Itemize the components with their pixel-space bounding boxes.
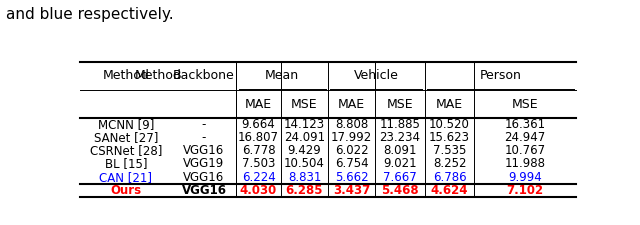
Text: MCNN [9]: MCNN [9] xyxy=(98,118,154,131)
Text: 7.102: 7.102 xyxy=(507,184,544,197)
Text: Method: Method xyxy=(102,70,149,82)
Text: -: - xyxy=(202,131,206,144)
Text: and blue respectively.: and blue respectively. xyxy=(6,7,174,22)
Text: VGG19: VGG19 xyxy=(184,158,225,171)
Text: 14.123: 14.123 xyxy=(284,118,325,131)
Text: 8.808: 8.808 xyxy=(335,118,368,131)
Text: BL [15]: BL [15] xyxy=(104,158,147,171)
Text: MSE: MSE xyxy=(512,98,538,111)
Text: 11.885: 11.885 xyxy=(380,118,420,131)
Text: SANet [27]: SANet [27] xyxy=(93,131,158,144)
Text: VGG16: VGG16 xyxy=(182,184,227,197)
Text: 4.030: 4.030 xyxy=(240,184,277,197)
Text: 10.504: 10.504 xyxy=(284,158,325,171)
Text: 23.234: 23.234 xyxy=(380,131,420,144)
Text: MSE: MSE xyxy=(387,98,413,111)
Text: Backbone: Backbone xyxy=(173,70,235,82)
Text: 15.623: 15.623 xyxy=(429,131,470,144)
Text: 16.361: 16.361 xyxy=(504,118,546,131)
Text: 6.754: 6.754 xyxy=(335,158,369,171)
Text: 4.624: 4.624 xyxy=(431,184,468,197)
Text: 6.778: 6.778 xyxy=(242,144,275,157)
Text: 8.252: 8.252 xyxy=(433,158,467,171)
Text: 8.831: 8.831 xyxy=(288,171,321,184)
Text: 6.786: 6.786 xyxy=(433,171,467,184)
Text: 6.285: 6.285 xyxy=(285,184,323,197)
Text: Ours: Ours xyxy=(110,184,141,197)
Text: CSRNet [28]: CSRNet [28] xyxy=(90,144,162,157)
Text: 6.022: 6.022 xyxy=(335,144,369,157)
Text: 5.662: 5.662 xyxy=(335,171,369,184)
Text: 24.947: 24.947 xyxy=(504,131,546,144)
Text: VGG16: VGG16 xyxy=(184,144,225,157)
Text: 7.503: 7.503 xyxy=(242,158,275,171)
Text: -: - xyxy=(202,118,206,131)
Text: Vehicle: Vehicle xyxy=(354,70,399,82)
Text: 9.664: 9.664 xyxy=(242,118,275,131)
Text: MAE: MAE xyxy=(245,98,272,111)
Text: Mean: Mean xyxy=(265,70,299,82)
Text: 7.535: 7.535 xyxy=(433,144,466,157)
Text: 10.520: 10.520 xyxy=(429,118,470,131)
Text: 9.429: 9.429 xyxy=(287,144,321,157)
Text: Person: Person xyxy=(479,70,522,82)
Text: CAN [21]: CAN [21] xyxy=(99,171,152,184)
Text: VGG16: VGG16 xyxy=(184,171,225,184)
Text: 9.994: 9.994 xyxy=(508,171,542,184)
Text: 7.667: 7.667 xyxy=(383,171,417,184)
Text: 9.021: 9.021 xyxy=(383,158,417,171)
Text: MSE: MSE xyxy=(291,98,317,111)
Text: MAE: MAE xyxy=(436,98,463,111)
Text: 10.767: 10.767 xyxy=(504,144,546,157)
Text: MAE: MAE xyxy=(338,98,365,111)
Text: 11.988: 11.988 xyxy=(505,158,546,171)
Text: Method: Method xyxy=(134,70,182,82)
Text: 5.468: 5.468 xyxy=(381,184,419,197)
Text: 24.091: 24.091 xyxy=(284,131,325,144)
Text: 6.224: 6.224 xyxy=(242,171,275,184)
Text: 3.437: 3.437 xyxy=(333,184,370,197)
Text: 8.091: 8.091 xyxy=(383,144,417,157)
Text: 17.992: 17.992 xyxy=(331,131,372,144)
Text: 16.807: 16.807 xyxy=(238,131,279,144)
